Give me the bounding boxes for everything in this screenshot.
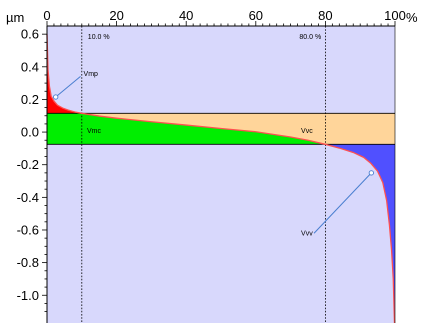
annotation-leader [55, 75, 81, 98]
region-vmc [47, 113, 326, 145]
y-tick-label: 0.2 [21, 92, 39, 107]
curve-layer [46, 34, 396, 323]
x-tick-label: 40 [179, 8, 193, 23]
axis-layer: 0 20 40 60 80 100 0.6 0.4 0.2 0.0 -0.2 -0.4 -0.6 -0.8… [17, 8, 406, 323]
y-tick-label: -0.2 [17, 157, 39, 172]
annotation-marker [368, 170, 374, 176]
x-tick-label: 100 [384, 8, 406, 23]
annotation-label: Vvc [301, 128, 313, 135]
material-ratio-curve [46, 34, 396, 323]
region-vmp [47, 34, 82, 114]
regions-layer [47, 34, 396, 323]
threshold-layer: 10.0 % 80.0 % [47, 26, 395, 323]
y-tick-label: 0.4 [21, 59, 39, 74]
y-tick-label: 0.0 [21, 125, 39, 140]
y-tick-label: -0.6 [17, 222, 39, 237]
threshold-label: 10.0 % [88, 34, 110, 41]
y-tick-label: -0.4 [17, 190, 39, 205]
region-vvv [325, 144, 395, 323]
y-tick-label: -0.8 [17, 255, 39, 270]
y-tick-label: -1.0 [17, 288, 39, 303]
x-tick-label: 20 [109, 8, 123, 23]
annotation-layer: Vmp Vmc Vvc Vvv [53, 71, 374, 238]
annotation-label: Vvv [301, 231, 313, 238]
threshold-label: 80.0 % [299, 34, 321, 41]
plot-background [47, 26, 395, 323]
x-unit-label: % [406, 10, 418, 25]
annotation-leader [313, 172, 372, 234]
x-tick-label: 60 [249, 8, 263, 23]
annotation-marker [53, 94, 59, 100]
annotation-label: Vmp [84, 71, 99, 78]
annotation-label: Vmc [87, 128, 102, 135]
y-unit-label: µm [6, 10, 24, 25]
x-tick-label: 80 [318, 8, 332, 23]
region-vvc [81, 113, 396, 145]
y-tick-label: 0.6 [21, 27, 39, 42]
x-tick-label: 0 [43, 8, 50, 23]
